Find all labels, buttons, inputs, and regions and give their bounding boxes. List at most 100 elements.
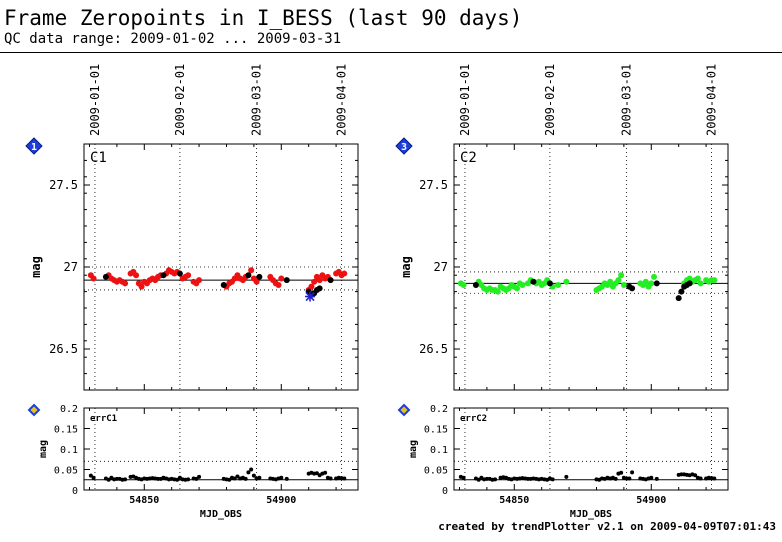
date-tick-label: 2009-03-01	[250, 64, 264, 136]
data-point-other	[328, 476, 333, 481]
data-point	[563, 278, 570, 285]
data-point-other	[698, 476, 703, 481]
date-tick-label: 2009-03-01	[620, 64, 634, 136]
date-tick-label: 2009-01-01	[458, 64, 472, 136]
data-point-other	[251, 473, 256, 478]
data-point	[620, 282, 627, 289]
data-point-other	[484, 476, 489, 481]
panel-errc1: 0 0.05 0.1 0.15 0.2 54850 54900 MJD_OBS mag errC1	[27, 403, 359, 520]
data-point-other	[476, 477, 481, 482]
data-point-other	[176, 270, 183, 277]
data-point-other	[279, 475, 284, 480]
data-point-other	[619, 470, 624, 475]
data-point-other	[249, 467, 254, 472]
data-point	[185, 272, 192, 279]
data-point-other	[283, 277, 290, 284]
y-tick-label: 0.1	[430, 445, 448, 456]
data-point-other	[197, 474, 202, 479]
data-point-other	[472, 282, 479, 289]
data-point	[460, 282, 467, 289]
x-tick-label: 54850	[499, 495, 529, 506]
data-point-other	[629, 285, 636, 292]
data-point	[122, 280, 129, 287]
data-point-other	[246, 470, 251, 475]
data-point-other	[649, 475, 654, 480]
data-point-other	[654, 476, 659, 481]
data-point-other	[675, 295, 682, 302]
data-point-other	[102, 273, 109, 280]
y-tick-label: 27.5	[49, 178, 78, 192]
y-tick-label: 0.2	[60, 404, 78, 415]
data-point	[618, 272, 625, 279]
data-point	[615, 277, 622, 284]
footer-credit: created by trendPlotter v2.1 on 2009-04-…	[438, 520, 776, 533]
data-point-other	[550, 477, 555, 482]
y-tick-label: 0.15	[424, 425, 448, 436]
y-tick-label: 0.2	[430, 404, 448, 415]
data-point	[697, 280, 704, 287]
data-point-other	[461, 475, 466, 480]
y-axis-label: mag	[408, 440, 419, 458]
y-tick-label: 26.5	[49, 342, 78, 356]
x-tick-label: 54900	[636, 495, 666, 506]
data-point-other	[323, 470, 328, 475]
data-point	[278, 275, 285, 282]
data-point-other	[613, 476, 618, 481]
data-point	[494, 288, 501, 295]
data-point-other	[678, 288, 685, 295]
panel-c2: 2009-01-01 2009-02-01 2009-03-01 2009-04-01…	[395, 64, 729, 391]
date-tick-label: 2009-02-01	[543, 64, 557, 136]
data-point	[514, 285, 521, 292]
data-point	[519, 282, 526, 289]
y-tick-label: 0.15	[54, 425, 78, 436]
data-point	[275, 282, 282, 289]
data-point	[711, 277, 718, 284]
data-point-other	[564, 474, 569, 479]
data-point-other	[175, 477, 180, 482]
date-tick-label: 2009-04-01	[705, 64, 719, 136]
panel-badge-icon	[25, 137, 43, 155]
data-point	[138, 283, 145, 290]
data-point-other	[243, 476, 248, 481]
data-point	[651, 273, 658, 280]
data-point-other	[693, 473, 698, 478]
header-divider	[0, 52, 782, 53]
data-point-other	[160, 272, 167, 279]
data-point-other	[155, 476, 160, 481]
panel-label: C2	[460, 150, 477, 166]
panel-label: errC1	[90, 414, 117, 424]
y-tick-label: 0	[442, 486, 448, 497]
data-point-other	[712, 476, 717, 481]
data-point	[311, 278, 318, 285]
data-point-other	[624, 476, 629, 481]
data-point-other	[123, 477, 128, 482]
data-point-other	[627, 476, 632, 481]
data-point	[90, 275, 97, 282]
x-axis-label: MJD_OBS	[200, 509, 242, 520]
data-point-other	[525, 476, 530, 481]
data-point	[642, 278, 649, 285]
data-point-other	[194, 476, 199, 481]
y-axis-label: mag	[29, 256, 43, 278]
y-tick-label: 27.5	[419, 178, 448, 192]
panel-badge-icon	[27, 403, 41, 417]
data-point-other	[284, 476, 289, 481]
data-point	[694, 275, 701, 282]
panel-badge-icon	[395, 137, 413, 155]
panel-c1: 2009-01-01 2009-02-01 2009-03-01 2009-04-01…	[25, 64, 359, 391]
panel-label: errC2	[460, 414, 487, 424]
date-tick-label: 2009-04-01	[335, 64, 349, 136]
data-point-other	[227, 477, 232, 482]
data-point	[648, 280, 655, 287]
y-tick-label: 26.5	[419, 342, 448, 356]
data-point-other	[342, 476, 347, 481]
y-tick-label: 27	[434, 260, 448, 274]
data-point-other	[546, 280, 553, 287]
y-tick-label: 27	[64, 260, 78, 274]
data-point-other	[530, 278, 537, 285]
data-point	[341, 270, 348, 277]
data-point-other	[630, 470, 635, 475]
data-point-other	[220, 282, 227, 289]
panel-badge-icon	[397, 403, 411, 417]
